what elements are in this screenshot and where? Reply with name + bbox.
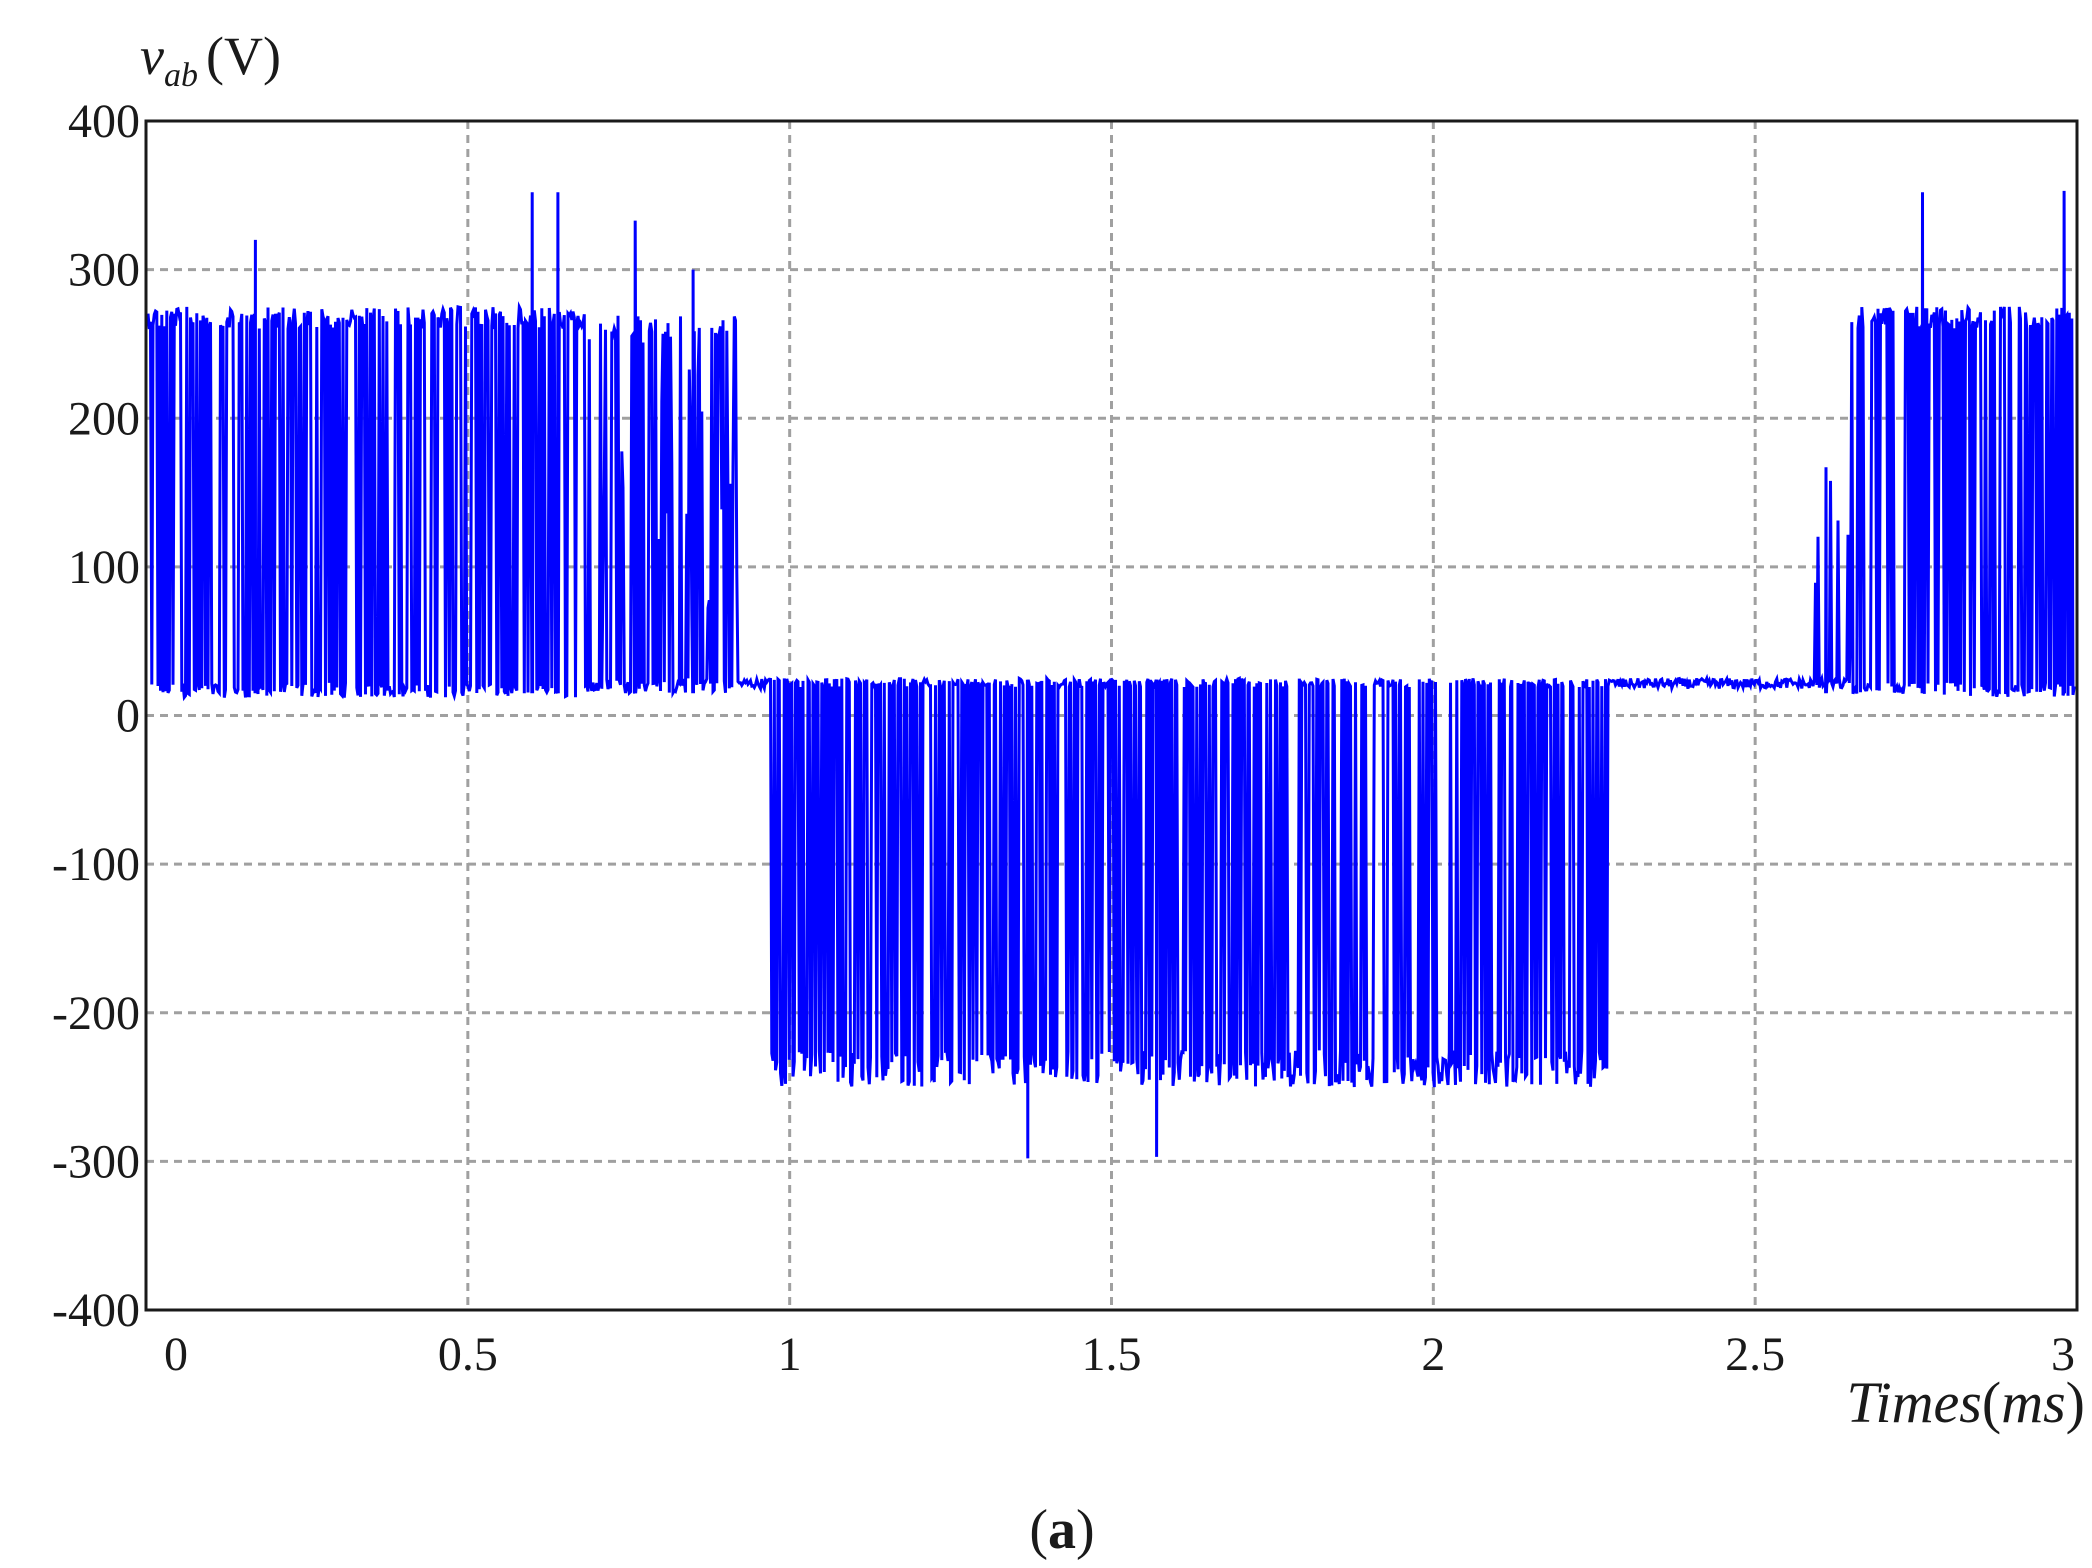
y-tick-label: 200 bbox=[68, 392, 140, 445]
x-axis-label: Times(ms) bbox=[1847, 1370, 2086, 1435]
panel-caption: (a) bbox=[1029, 1499, 1094, 1561]
series-line-vab bbox=[146, 190, 2076, 1159]
y-tick-label: 300 bbox=[68, 244, 140, 297]
y-tick-label: 400 bbox=[68, 95, 140, 148]
x-tick-label: 2 bbox=[1421, 1328, 1445, 1381]
y-axis-unit: (V) bbox=[206, 26, 281, 86]
x-axis-paren-open: ( bbox=[1982, 1370, 2001, 1435]
caption-open: ( bbox=[1029, 1499, 1048, 1561]
x-tick-label: 1.5 bbox=[1082, 1328, 1142, 1381]
x-axis-name: Times bbox=[1847, 1370, 1982, 1435]
x-tick-label: 2.5 bbox=[1725, 1328, 1785, 1381]
y-tick-label: 100 bbox=[68, 541, 140, 594]
y-tick-label: -400 bbox=[52, 1284, 140, 1337]
y-tick-label: -200 bbox=[52, 987, 140, 1040]
x-tick-label: 1 bbox=[778, 1328, 802, 1381]
caption-letter: a bbox=[1048, 1499, 1076, 1561]
x-axis-unit: ms bbox=[2001, 1370, 2065, 1435]
x-axis-paren-close: ) bbox=[2066, 1370, 2085, 1435]
y-axis-symbol: v bbox=[140, 26, 164, 86]
y-tick-labels: 400 300 200 100 0 -100 -200 -300 -400 bbox=[52, 95, 140, 1337]
y-tick-label: -100 bbox=[52, 838, 140, 891]
x-tick-labels: 0 0.5 1 1.5 2 2.5 3 bbox=[164, 1328, 2075, 1381]
voltage-trace bbox=[146, 190, 2076, 1159]
x-tick-label: 0 bbox=[164, 1328, 188, 1381]
x-tick-label: 0.5 bbox=[438, 1328, 498, 1381]
y-axis-label: vab (V) bbox=[140, 26, 281, 94]
caption-close: ) bbox=[1076, 1499, 1095, 1561]
plot-frame bbox=[144, 119, 2079, 1312]
y-tick-label: -300 bbox=[52, 1135, 140, 1188]
y-tick-label: 0 bbox=[116, 690, 140, 743]
x-tick-label: 3 bbox=[2051, 1328, 2075, 1381]
y-axis-subscript: ab bbox=[164, 57, 198, 94]
